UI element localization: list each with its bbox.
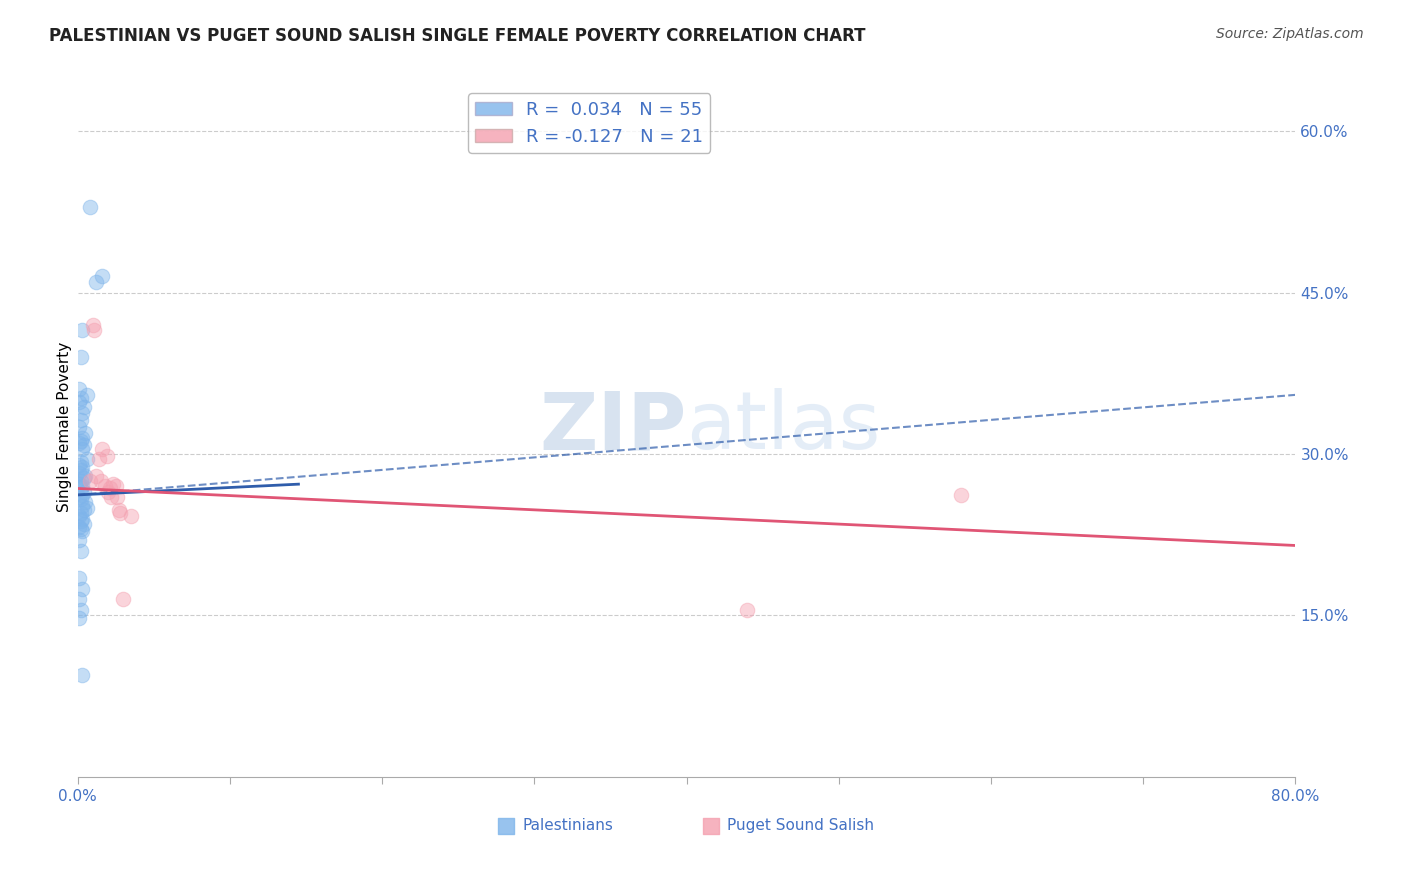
Point	[737, 603, 759, 617]
Text: PALESTINIAN VS PUGET SOUND SALISH SINGLE FEMALE POVERTY CORRELATION CHART: PALESTINIAN VS PUGET SOUND SALISH SINGLE…	[49, 27, 866, 45]
Point	[84, 468, 107, 483]
Point	[73, 484, 96, 499]
Point	[67, 395, 90, 409]
Point	[67, 592, 90, 607]
Text: Puget Sound Salish: Puget Sound Salish	[727, 818, 873, 833]
Point	[72, 323, 94, 337]
Text: ZIP: ZIP	[540, 388, 686, 467]
Point	[104, 479, 127, 493]
Point	[67, 509, 90, 524]
Point	[97, 484, 120, 499]
Point	[94, 479, 117, 493]
Point	[67, 610, 90, 624]
Point	[75, 468, 97, 483]
Point	[82, 318, 104, 332]
Text: Source: ZipAtlas.com: Source: ZipAtlas.com	[1216, 27, 1364, 41]
Point	[69, 350, 91, 364]
Point	[72, 442, 94, 456]
Text: Palestinians: Palestinians	[522, 818, 613, 833]
Point	[69, 603, 91, 617]
Point	[72, 524, 94, 539]
Point	[98, 482, 121, 496]
Point	[84, 275, 107, 289]
Point	[69, 506, 91, 520]
Point	[72, 667, 94, 681]
Point	[69, 522, 91, 536]
Point	[72, 459, 94, 474]
Point	[91, 269, 114, 284]
Point	[67, 383, 90, 397]
Y-axis label: Single Female Poverty: Single Female Poverty	[58, 342, 72, 512]
Point	[73, 438, 96, 452]
Point	[67, 533, 90, 548]
Point	[79, 474, 101, 488]
Point	[69, 463, 91, 477]
Point	[79, 200, 101, 214]
Point	[110, 506, 132, 520]
Point	[67, 420, 90, 434]
Point	[72, 431, 94, 445]
Point	[69, 482, 91, 496]
Point	[72, 488, 94, 502]
Point	[67, 436, 90, 450]
Point	[73, 516, 96, 531]
Point	[72, 582, 94, 596]
Point	[69, 514, 91, 528]
Point	[69, 474, 91, 488]
Point	[69, 454, 91, 468]
Point	[69, 544, 91, 558]
Point	[72, 479, 94, 493]
Point	[75, 425, 97, 440]
Legend: R =  0.034   N = 55, R = -0.127   N = 21: R = 0.034 N = 55, R = -0.127 N = 21	[468, 94, 710, 153]
Point	[72, 406, 94, 420]
Point	[76, 452, 98, 467]
Point	[73, 471, 96, 485]
Point	[69, 391, 91, 405]
Point	[67, 477, 90, 491]
Point	[69, 434, 91, 449]
Point	[87, 452, 110, 467]
Point	[67, 458, 90, 472]
Point	[91, 442, 114, 456]
Point	[72, 499, 94, 513]
Point	[73, 400, 96, 414]
Point	[112, 592, 135, 607]
Point	[949, 488, 972, 502]
Point	[67, 520, 90, 534]
Point	[67, 571, 90, 585]
Point	[858, 845, 880, 859]
Point	[73, 503, 96, 517]
Point	[100, 490, 122, 504]
Point	[602, 845, 624, 859]
Point	[76, 500, 98, 515]
Point	[105, 490, 128, 504]
Text: atlas: atlas	[686, 388, 882, 467]
Point	[69, 412, 91, 426]
Point	[101, 477, 124, 491]
Point	[67, 490, 90, 504]
Point	[69, 492, 91, 507]
Point	[72, 511, 94, 525]
Point	[108, 503, 131, 517]
Point	[76, 388, 98, 402]
Point	[120, 509, 142, 524]
Point	[83, 323, 105, 337]
Point	[96, 449, 118, 463]
Point	[90, 474, 112, 488]
Point	[67, 467, 90, 481]
Point	[75, 495, 97, 509]
